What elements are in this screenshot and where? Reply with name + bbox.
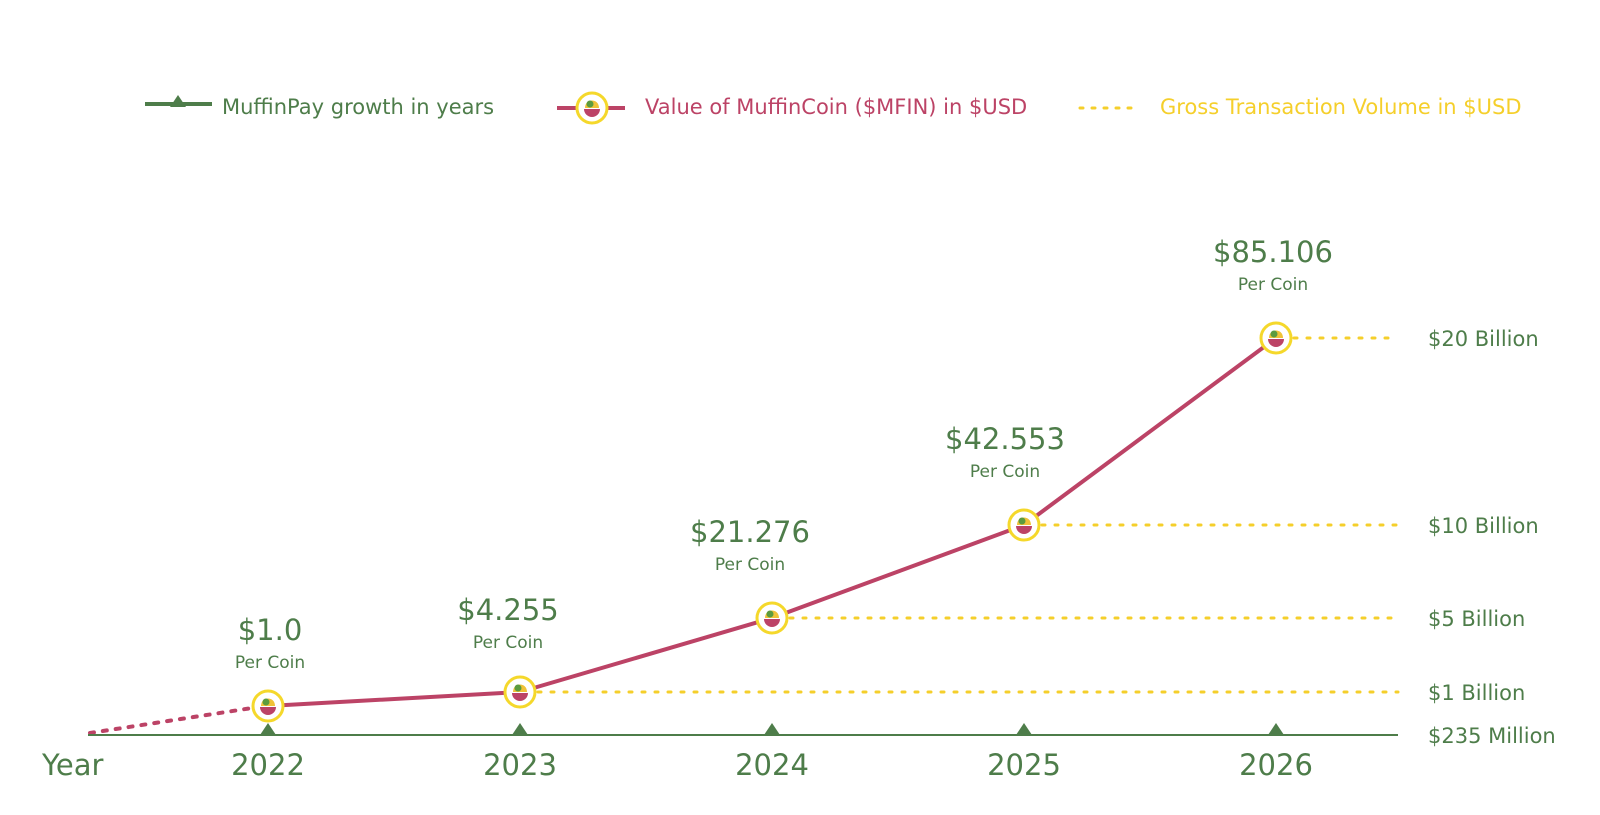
legend: MuffinPay growth in years Value of Muffi… [145, 91, 1522, 125]
triangle-marker-2026 [1268, 723, 1284, 735]
legend-growth-label: MuffinPay growth in years [222, 95, 494, 119]
point-sublabel-2022: Per Coin [235, 653, 305, 673]
legend-volume: Gross Transaction Volume in $USD [1078, 95, 1522, 119]
plot-area: $1.0 Per Coin $4.255 Per Coin $21.276 Per Coi… [41, 235, 1556, 782]
legend-growth: MuffinPay growth in years [145, 95, 494, 119]
x-tick-label-2026: 2026 [1239, 748, 1313, 782]
muffin-coin-icon [575, 91, 609, 125]
triangle-marker-2024 [764, 723, 780, 735]
volume-label-3: $10 Billion [1428, 514, 1539, 538]
point-sublabel-2023: Per Coin [473, 633, 543, 653]
coin-point-2024 [755, 601, 789, 635]
volume-label-4: $20 Billion [1428, 327, 1539, 351]
point-value-label-2023: $4.255 [457, 593, 558, 627]
point-sublabel-2026: Per Coin [1238, 275, 1308, 295]
x-tick-label-2025: 2025 [987, 748, 1061, 782]
point-sublabel-2024: Per Coin [715, 555, 785, 575]
x-tick-label-2023: 2023 [483, 748, 557, 782]
point-value-label-2024: $21.276 [690, 515, 810, 549]
coin-point-2026 [1259, 321, 1293, 355]
volume-label-1: $1 Billion [1428, 681, 1525, 705]
volume-label-0: $235 Million [1428, 724, 1556, 748]
point-value-label-2025: $42.553 [945, 422, 1065, 456]
point-value-label-2022: $1.0 [238, 613, 303, 647]
x-tick-label-2022: 2022 [231, 748, 305, 782]
x-tick-label-2024: 2024 [735, 748, 809, 782]
legend-value: Value of MuffinCoin ($MFIN) in $USD [557, 91, 1027, 125]
legend-volume-label: Gross Transaction Volume in $USD [1160, 95, 1522, 119]
triangle-marker-2025 [1016, 723, 1032, 735]
point-sublabel-2025: Per Coin [970, 462, 1040, 482]
coin-point-2025 [1007, 508, 1041, 542]
point-value-label-2026: $85.106 [1213, 235, 1333, 269]
triangle-marker-icon [170, 95, 186, 107]
legend-value-label: Value of MuffinCoin ($MFIN) in $USD [645, 95, 1027, 119]
volume-label-2: $5 Billion [1428, 607, 1525, 631]
triangle-marker-2023 [512, 723, 528, 735]
triangle-marker-2022 [260, 723, 276, 735]
coin-point-2022 [251, 689, 285, 723]
lead-in-dotted-line [88, 706, 254, 735]
x-axis-title: Year [41, 748, 103, 782]
coin-point-2023 [503, 675, 537, 709]
